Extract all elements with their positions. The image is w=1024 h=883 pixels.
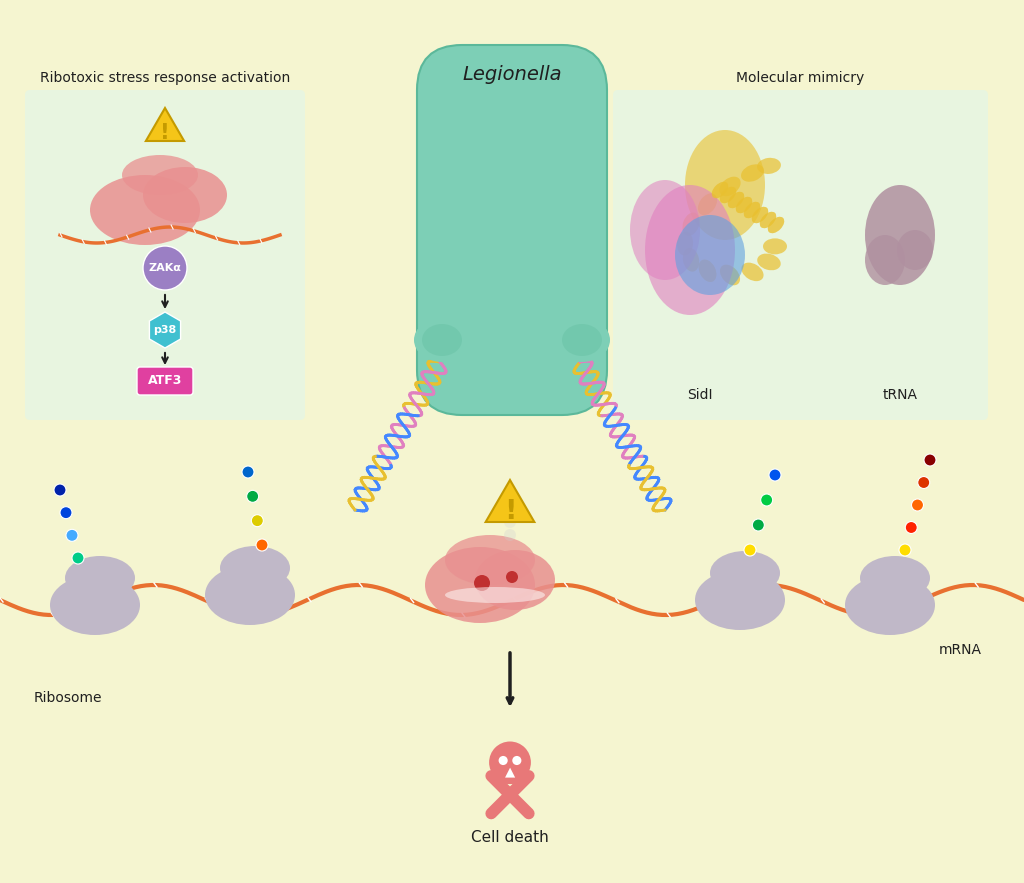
Text: ▲: ▲ <box>505 766 515 779</box>
Ellipse shape <box>860 556 930 600</box>
Ellipse shape <box>677 231 693 255</box>
Ellipse shape <box>760 212 776 228</box>
Ellipse shape <box>865 185 935 285</box>
Polygon shape <box>150 312 180 348</box>
Ellipse shape <box>741 262 764 281</box>
Polygon shape <box>485 480 535 522</box>
Ellipse shape <box>757 253 780 270</box>
FancyBboxPatch shape <box>25 90 305 420</box>
Ellipse shape <box>728 192 744 208</box>
Circle shape <box>905 522 918 533</box>
Ellipse shape <box>897 230 933 270</box>
Ellipse shape <box>698 193 717 215</box>
Ellipse shape <box>50 575 140 635</box>
Circle shape <box>251 515 263 526</box>
Ellipse shape <box>220 546 290 590</box>
Text: tRNA: tRNA <box>883 388 918 402</box>
Text: SidI: SidI <box>687 388 713 402</box>
Ellipse shape <box>445 587 545 603</box>
Ellipse shape <box>720 265 740 285</box>
FancyBboxPatch shape <box>137 367 193 395</box>
Circle shape <box>918 477 930 488</box>
Ellipse shape <box>630 180 700 280</box>
Ellipse shape <box>554 318 610 362</box>
Circle shape <box>474 575 490 591</box>
Circle shape <box>753 519 764 531</box>
Text: ZAKα: ZAKα <box>148 263 181 273</box>
Ellipse shape <box>143 167 227 223</box>
Circle shape <box>247 490 259 502</box>
Text: mRNA: mRNA <box>939 643 981 657</box>
Ellipse shape <box>682 213 699 236</box>
Ellipse shape <box>445 535 535 585</box>
Circle shape <box>489 742 530 783</box>
Ellipse shape <box>695 570 785 630</box>
Ellipse shape <box>90 175 200 245</box>
Ellipse shape <box>757 158 781 174</box>
Circle shape <box>769 469 781 481</box>
Ellipse shape <box>763 238 787 254</box>
Ellipse shape <box>675 215 745 295</box>
Circle shape <box>761 494 773 506</box>
Ellipse shape <box>495 767 525 784</box>
Circle shape <box>512 756 521 765</box>
Circle shape <box>504 529 516 541</box>
Ellipse shape <box>710 551 780 595</box>
Text: Ribosome: Ribosome <box>34 691 102 705</box>
Ellipse shape <box>562 324 602 356</box>
Circle shape <box>524 772 534 781</box>
Text: Ribotoxic stress response activation: Ribotoxic stress response activation <box>40 71 290 85</box>
Ellipse shape <box>845 575 935 635</box>
Text: !: ! <box>160 124 170 143</box>
Ellipse shape <box>205 565 295 625</box>
Circle shape <box>911 499 924 511</box>
FancyBboxPatch shape <box>613 90 988 420</box>
Ellipse shape <box>122 155 198 195</box>
Circle shape <box>54 484 66 496</box>
Ellipse shape <box>865 235 905 285</box>
Ellipse shape <box>685 130 765 240</box>
Text: !: ! <box>504 499 516 525</box>
Circle shape <box>504 516 516 528</box>
Circle shape <box>60 507 72 518</box>
Ellipse shape <box>414 318 470 362</box>
Circle shape <box>486 772 496 781</box>
Ellipse shape <box>768 216 784 233</box>
Ellipse shape <box>422 324 462 356</box>
Ellipse shape <box>720 177 740 196</box>
Ellipse shape <box>712 182 728 199</box>
Circle shape <box>524 809 534 818</box>
Text: Legionella: Legionella <box>462 65 562 85</box>
Ellipse shape <box>65 556 135 600</box>
Ellipse shape <box>425 547 535 623</box>
Text: p38: p38 <box>154 325 176 335</box>
FancyBboxPatch shape <box>417 45 607 415</box>
Circle shape <box>744 544 756 556</box>
Circle shape <box>72 552 84 564</box>
Text: Molecular mimicry: Molecular mimicry <box>736 71 864 85</box>
Ellipse shape <box>698 260 717 282</box>
Circle shape <box>499 756 508 765</box>
Circle shape <box>66 529 78 541</box>
Ellipse shape <box>743 201 760 218</box>
Ellipse shape <box>720 186 736 203</box>
Ellipse shape <box>683 248 699 272</box>
Ellipse shape <box>645 185 735 315</box>
Ellipse shape <box>475 550 555 610</box>
Ellipse shape <box>736 197 753 214</box>
Circle shape <box>486 809 496 818</box>
Circle shape <box>924 454 936 466</box>
Circle shape <box>899 544 911 556</box>
Circle shape <box>506 571 518 583</box>
Text: ATF3: ATF3 <box>147 374 182 388</box>
Ellipse shape <box>741 164 764 182</box>
Circle shape <box>256 539 268 551</box>
Ellipse shape <box>752 207 768 223</box>
Circle shape <box>504 504 516 516</box>
Text: Cell death: Cell death <box>471 831 549 846</box>
Circle shape <box>242 466 254 478</box>
Polygon shape <box>145 108 184 141</box>
Circle shape <box>143 246 187 290</box>
